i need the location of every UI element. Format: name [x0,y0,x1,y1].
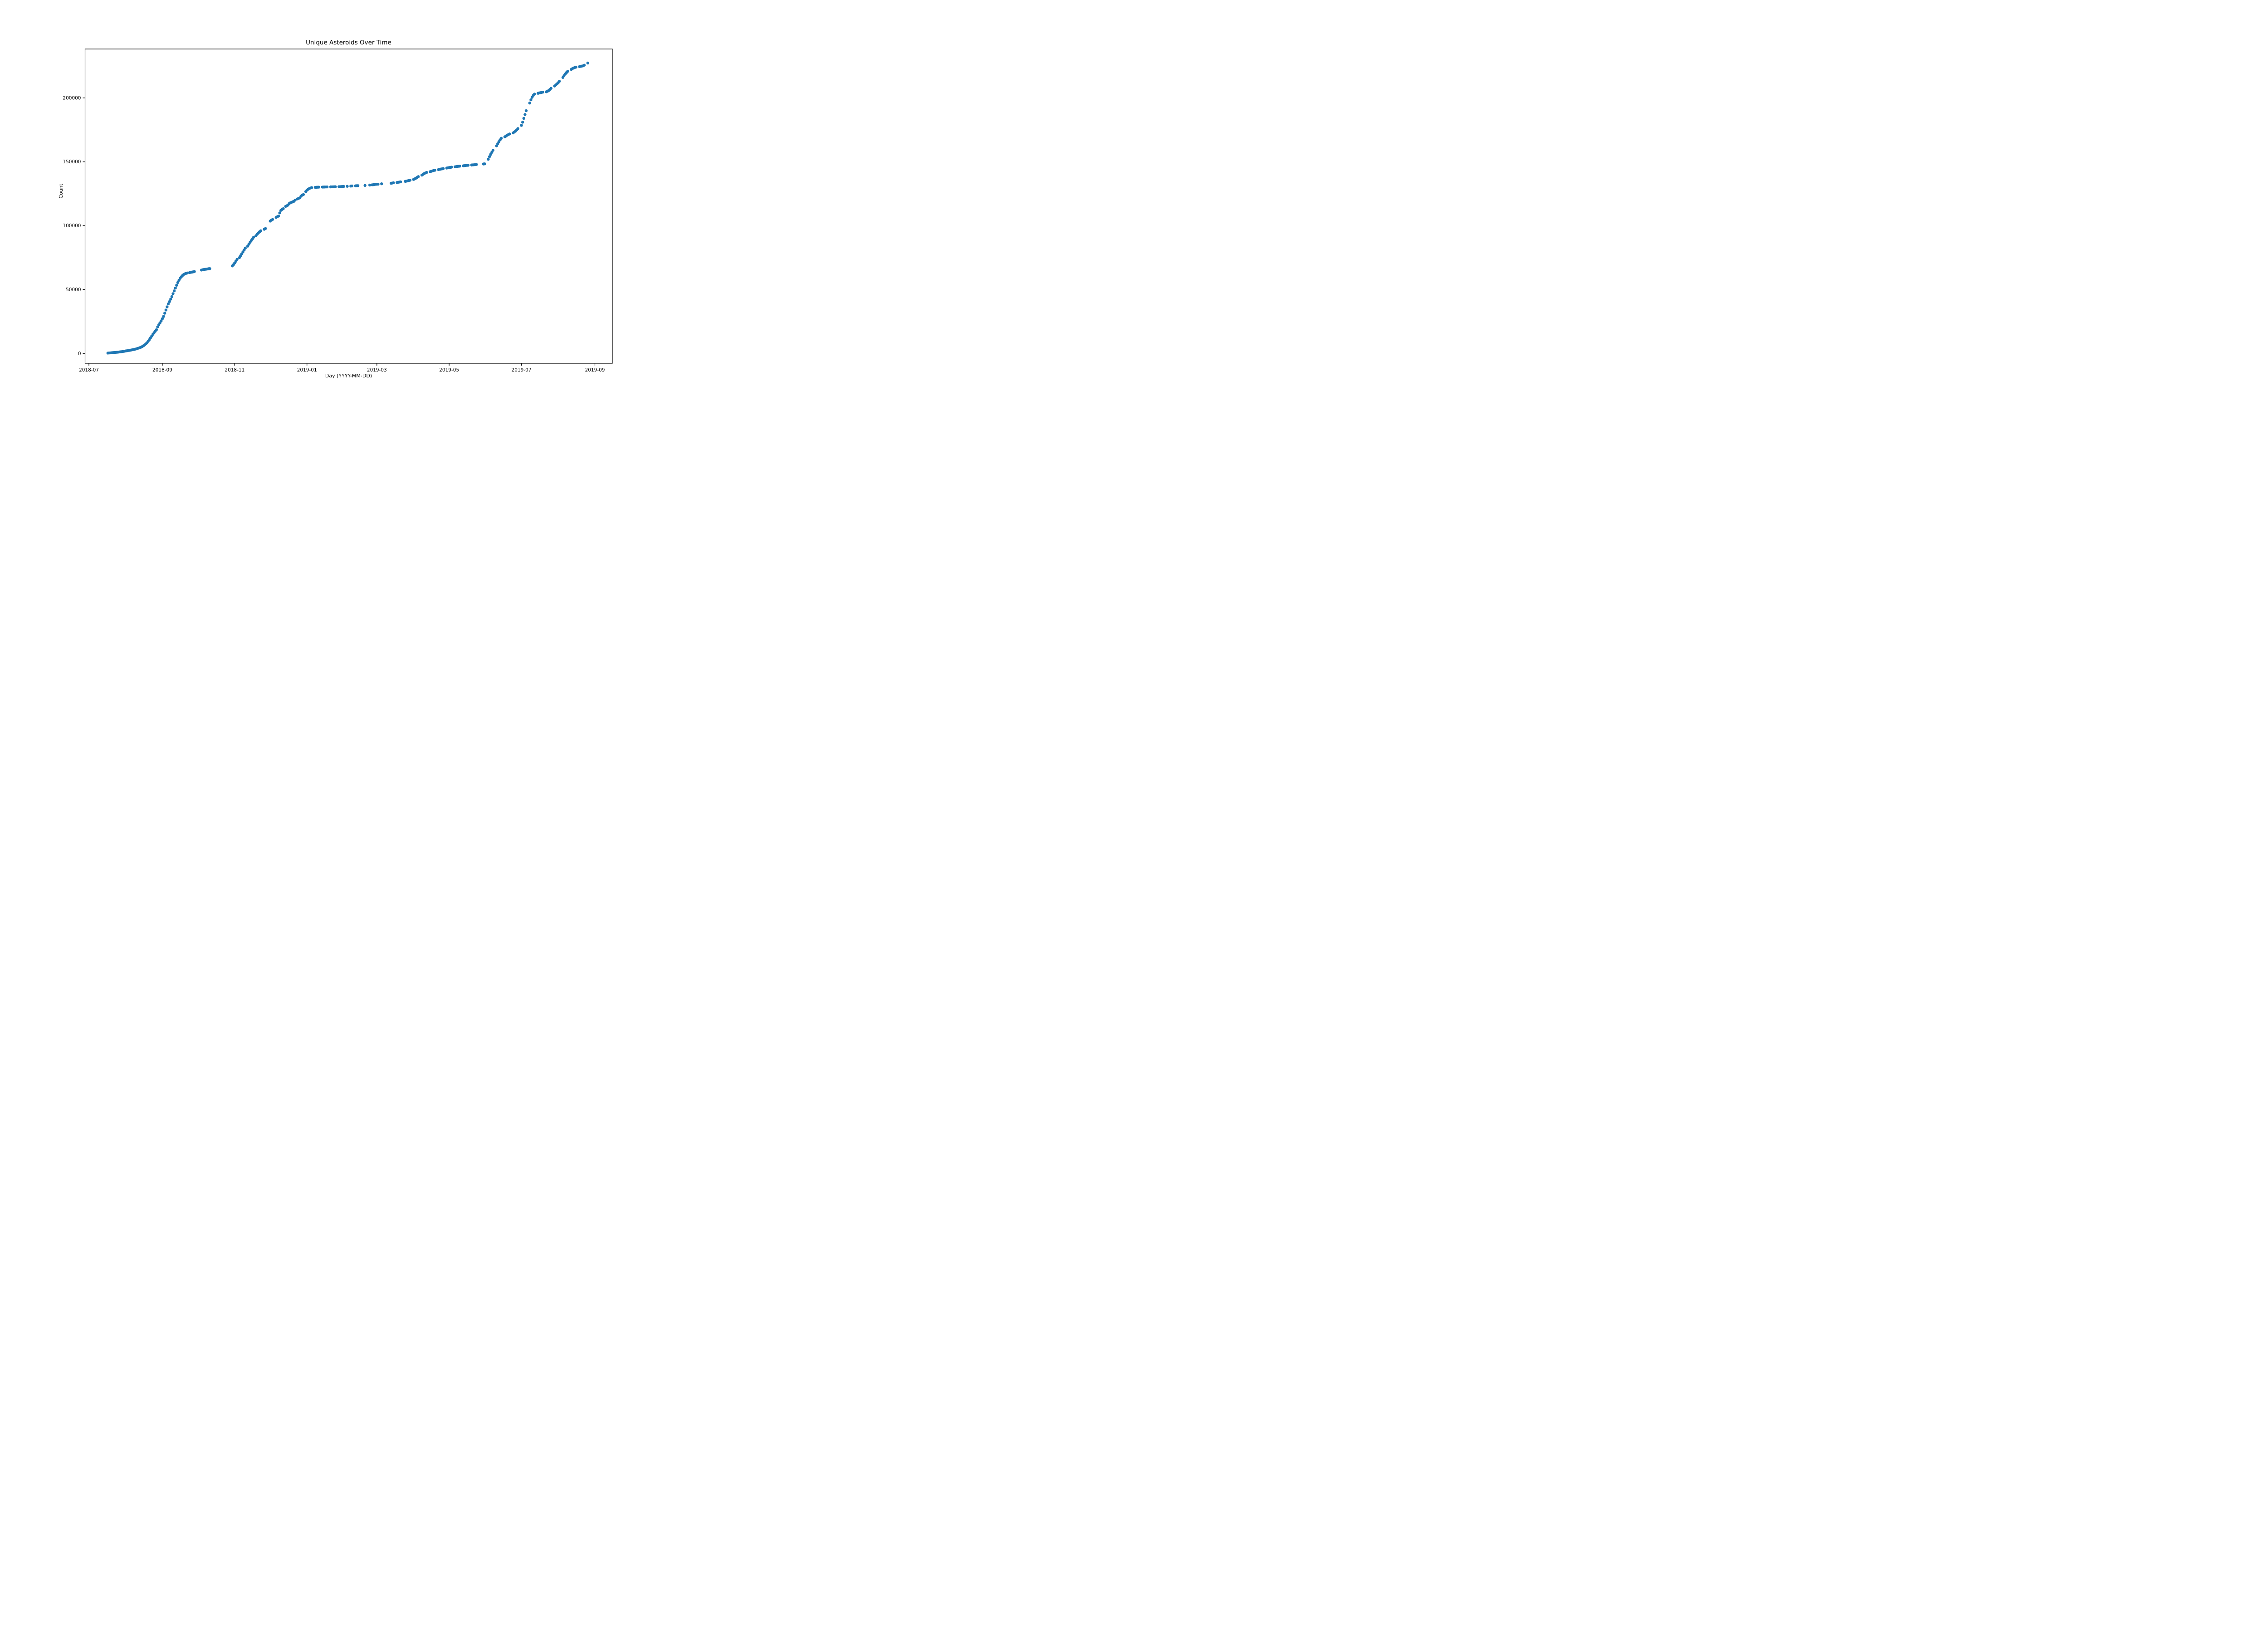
data-point [161,317,164,320]
y-tick-label: 150000 [63,159,81,165]
data-point [156,325,159,328]
data-point [466,164,470,167]
data-point [417,175,420,178]
data-point [302,193,305,196]
data-point [549,87,553,90]
x-tick-label: 2018-09 [152,367,172,373]
x-tick-label: 2019-07 [512,367,532,373]
data-point [483,162,486,166]
y-tick-label: 50000 [66,287,81,293]
x-tick-label: 2018-07 [79,367,99,373]
data-point [186,271,189,274]
data-point [520,124,523,127]
data-point [533,93,536,96]
data-point [380,182,383,186]
data-point [259,229,263,233]
data-point [342,185,345,188]
data-point [425,171,428,174]
data-point [277,215,280,218]
y-tick-label: 0 [78,351,81,357]
data-point [356,184,360,187]
data-point [524,109,528,112]
data-point [458,165,461,168]
data-point [235,258,239,261]
data-point [495,144,498,147]
chart-title: Unique Asteroids Over Time [306,39,391,46]
data-point [521,121,524,124]
data-point [174,286,177,290]
data-point [166,305,169,308]
data-point [193,270,196,273]
data-point [488,155,491,158]
data-point [392,181,395,185]
data-point [293,199,297,202]
data-point [399,180,402,184]
data-point [163,312,166,315]
x-axis-label: Day (YYYY-MM-DD) [325,373,372,379]
y-tick-label: 200000 [63,95,81,101]
data-point [282,207,285,210]
x-tick-label: 2019-05 [439,367,459,373]
data-point [586,61,590,65]
y-tick-label: 100000 [63,223,81,229]
data-point [169,298,172,301]
data-point [175,284,178,287]
data-point [176,281,180,284]
data-point [522,117,525,120]
data-point [278,211,281,215]
data-point [450,166,453,169]
data-point [528,101,532,105]
data-point [346,185,349,188]
data-point [164,308,168,312]
data-point [170,295,174,298]
data-point [566,70,569,73]
data-point [408,179,412,182]
data-point [516,127,519,130]
data-point [162,315,165,318]
y-axis-label-text: Count [58,183,64,199]
data-point [244,246,247,250]
data-point [582,64,586,67]
data-point [376,182,380,186]
data-point [171,292,175,295]
data-point [166,302,170,306]
data-point [368,183,371,187]
x-tick-label: 2018-11 [225,367,244,373]
data-point [541,90,544,94]
data-point [574,65,577,69]
chart-figure: 2018-07 2018-09 2018-11 2019-01 2019-03 2019-… [0,0,680,408]
data-point [350,184,354,188]
data-point [441,167,445,170]
data-point [499,137,503,140]
data-point [334,185,337,188]
x-tick-label: 2019-09 [585,367,605,373]
data-point [160,319,163,323]
x-tick-label: 2019-01 [297,367,317,373]
x-tick-label: 2019-03 [367,367,387,373]
data-point [168,300,171,303]
data-point [529,98,533,102]
data-point [433,169,437,172]
data-point [271,218,274,221]
data-point [252,235,255,239]
data-point [325,185,329,189]
data-point [172,289,176,293]
data-point [208,267,211,270]
data-point [264,227,267,230]
data-point [557,80,561,83]
plot-area: 2018-07 2018-09 2018-11 2019-01 2019-03 2019-… [63,49,613,373]
data-point [487,157,490,161]
data-point [155,328,158,332]
data-point [475,163,478,166]
axes-spines [84,49,613,364]
data-point [523,113,527,116]
data-point [491,149,495,152]
data-point [508,132,511,136]
data-point [363,184,367,187]
data-point [310,186,313,189]
data-point [317,186,321,189]
